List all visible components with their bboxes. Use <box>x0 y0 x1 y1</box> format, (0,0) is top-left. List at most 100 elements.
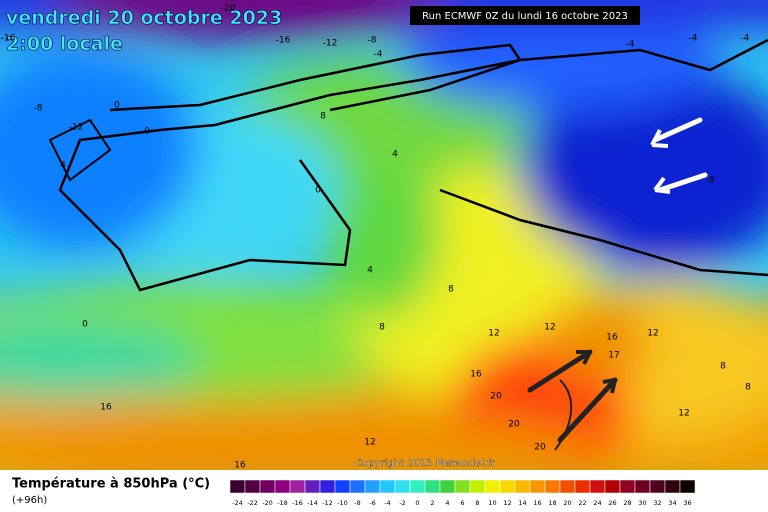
scale-label: 22 <box>578 499 586 507</box>
scale-label: 24 <box>593 499 601 507</box>
contour-label: -8 <box>706 176 715 186</box>
scale-label: -10 <box>337 499 348 507</box>
scale-cell <box>529 479 546 494</box>
scale-cell <box>409 479 426 494</box>
scale-cell <box>514 479 531 494</box>
scale-label: 8 <box>475 499 479 507</box>
contour-label: 0 <box>114 101 120 111</box>
run-info: Run ECMWF 0Z du lundi 16 octobre 2023 <box>422 11 628 22</box>
scale-label: -12 <box>322 499 333 507</box>
scale-cell <box>619 479 636 494</box>
scale-label: -18 <box>277 499 288 507</box>
scale-label: 34 <box>668 499 676 507</box>
copyright: Copyright 2023 Meteociel.fr <box>355 458 496 469</box>
scale-cell <box>349 479 366 494</box>
contour-label: 4 <box>60 161 66 171</box>
scale-label: 2 <box>430 499 434 507</box>
scale-label: 12 <box>503 499 511 507</box>
legend-title: Température à 850hPa (°C) <box>12 477 210 492</box>
contour-label: 16 <box>470 370 482 380</box>
scale-cell <box>319 479 336 494</box>
scale-label: -2 <box>399 499 405 507</box>
scale-cell <box>259 479 276 494</box>
contour-label: -20 <box>221 4 236 14</box>
scale-cell <box>439 479 456 494</box>
scale-label: 6 <box>460 499 464 507</box>
scale-cell <box>484 479 501 494</box>
contour-label: 8 <box>379 323 385 333</box>
contour-label: 4 <box>367 266 373 276</box>
contour-label: 16 <box>234 461 246 471</box>
color-scale: -24 -22 -20 -18 -16 -14 -12 -10 -8 -6 -4 -2 0 2 4 6 8 10 1… <box>229 479 696 507</box>
scale-cell <box>649 479 666 494</box>
contour-label: -4 <box>689 34 698 44</box>
scale-cell <box>424 479 441 494</box>
contour-label: 4 <box>392 150 398 160</box>
scale-cell <box>499 479 516 494</box>
lead-time: (+96h) <box>12 495 47 506</box>
scale-label: 26 <box>608 499 616 507</box>
contour-label: 17 <box>608 351 619 361</box>
contour-label: -12 <box>69 123 84 133</box>
scale-cell <box>304 479 321 494</box>
contour-label: 12 <box>488 329 499 339</box>
scale-label: 10 <box>488 499 496 507</box>
scale-cell <box>559 479 576 494</box>
scale-label: 14 <box>518 499 526 507</box>
contour-label: -4 <box>374 50 383 60</box>
scale-label: -20 <box>262 499 273 507</box>
contour-label: 12 <box>544 323 555 333</box>
contour-label: 12 <box>647 329 658 339</box>
scale-cell <box>664 479 681 494</box>
contour-label: 16 <box>606 333 618 343</box>
contour-label: -12 <box>323 39 338 49</box>
time: 2:00 locale <box>6 33 123 55</box>
contour-label: 0 <box>82 320 88 330</box>
contour-label: 8 <box>720 362 726 372</box>
contour-label: 16 <box>100 403 112 413</box>
scale-label: -4 <box>384 499 390 507</box>
scale-cell <box>454 479 471 494</box>
scale-cell <box>604 479 621 494</box>
scale-cell <box>634 479 651 494</box>
scale-label: 18 <box>548 499 556 507</box>
contour-label: 12 <box>678 409 689 419</box>
contour-label: -16 <box>276 36 291 46</box>
scale-label: 28 <box>623 499 631 507</box>
contour-label: -4 <box>626 40 635 50</box>
scale-label: -22 <box>247 499 258 507</box>
scale-label: -8 <box>354 499 360 507</box>
scale-cell <box>364 479 381 494</box>
scale-cell <box>229 479 246 494</box>
scale-cell <box>574 479 591 494</box>
contour-label: 20 <box>508 420 520 430</box>
scale-label: -6 <box>369 499 375 507</box>
scale-label: 36 <box>683 499 691 507</box>
contour-label: 0 <box>315 186 321 196</box>
scale-label: 0 <box>415 499 419 507</box>
scale-label: 16 <box>533 499 541 507</box>
scale-cell <box>289 479 306 494</box>
scale-cell <box>589 479 606 494</box>
contour-labels: -20 -16 -12 -8 -4 -4 -4 -4 -16 -8 -12 0 0 4 8 4 0 -8 4 8 8 0 1… <box>1 4 751 471</box>
scale-cell <box>379 479 396 494</box>
scale-cell <box>394 479 411 494</box>
scale-label: 30 <box>638 499 646 507</box>
contour-label: -8 <box>34 104 43 114</box>
scale-cell <box>679 479 696 494</box>
contour-label: 12 <box>364 438 375 448</box>
contour-label: -4 <box>741 34 750 44</box>
date: vendredi 20 octobre 2023 <box>6 7 282 29</box>
contour-label: 8 <box>320 112 326 122</box>
temperature-field <box>0 0 768 470</box>
scale-label: -14 <box>307 499 318 507</box>
scale-label: -16 <box>292 499 303 507</box>
contour-label: 8 <box>745 383 751 393</box>
scale-label: 20 <box>563 499 571 507</box>
scale-cell <box>469 479 486 494</box>
contour-label: -8 <box>368 36 377 46</box>
contour-label: 20 <box>490 392 502 402</box>
contour-label: 8 <box>448 285 454 295</box>
scale-label: 4 <box>445 499 449 507</box>
